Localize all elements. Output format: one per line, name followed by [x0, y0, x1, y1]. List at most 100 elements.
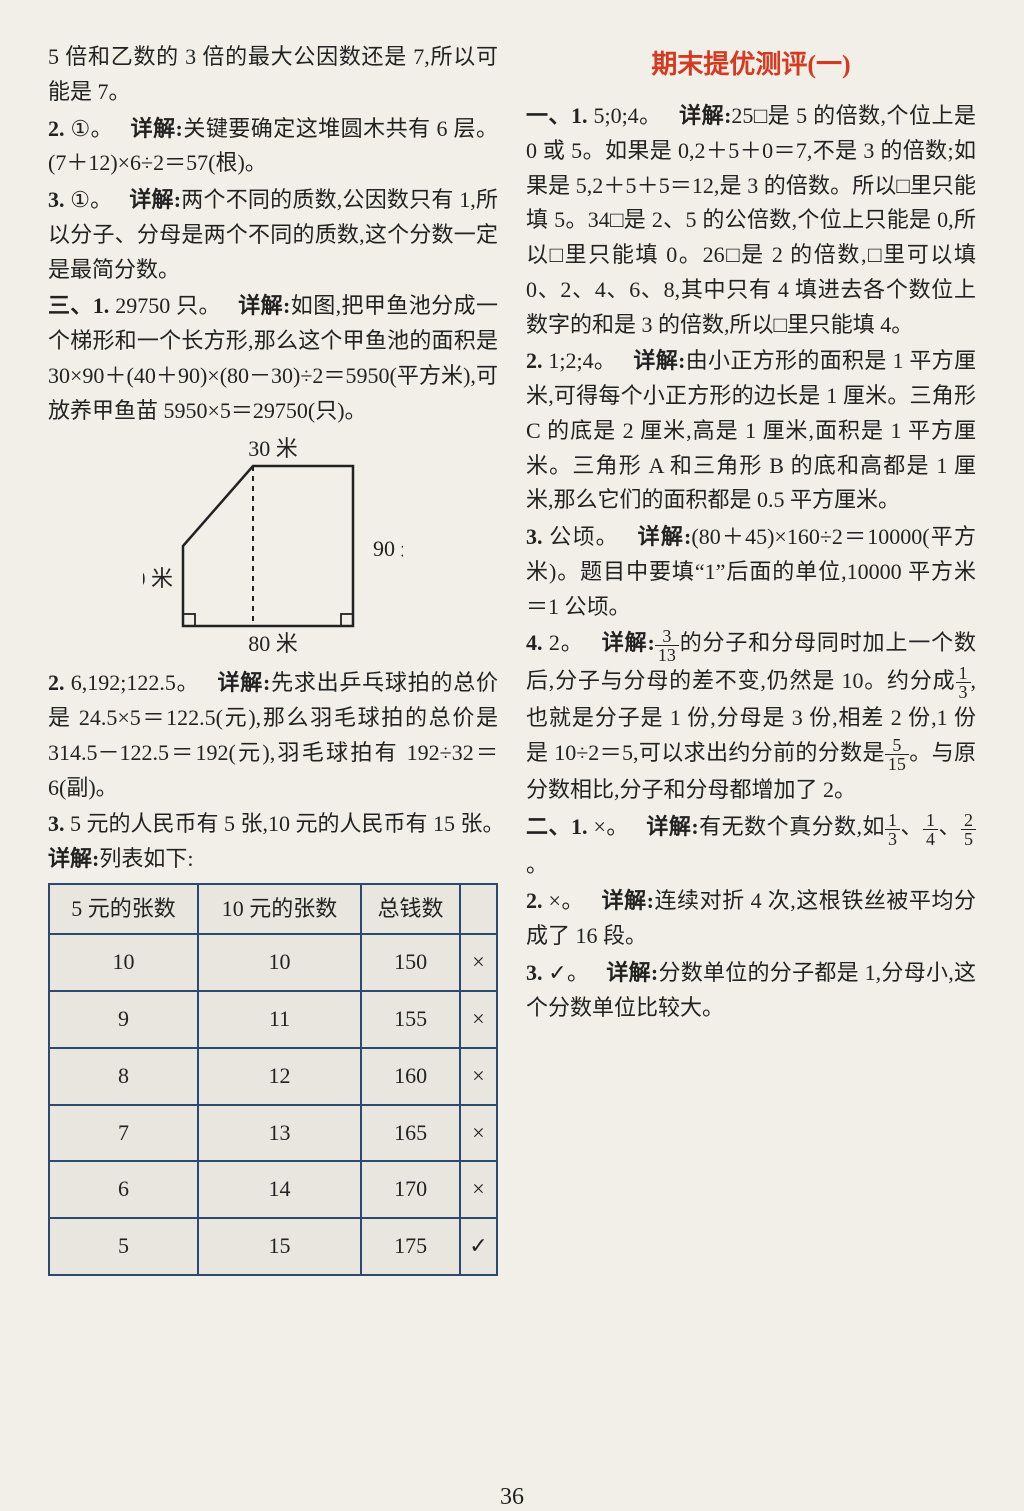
- item-number: 三、1.: [48, 293, 109, 318]
- right-column: 期末提优测评(一) 一、1. 5;0;4。 详解:25□是 5 的倍数,个位上是…: [526, 40, 976, 1460]
- answer-text: ×。: [593, 814, 617, 839]
- item-number: 4.: [526, 630, 543, 655]
- text-block: 二、1. ×。 详解:有无数个真分数,如13、14、25。: [526, 810, 976, 882]
- answer-text: 5 元的人民币有 5 张,10 元的人民币有 15 张。: [70, 811, 494, 836]
- shape-top-label: 30 米: [248, 436, 298, 461]
- text-block: 2. 6,192;122.5。 详解:先求出乒乓球拍的总价是 24.5×5＝12…: [48, 666, 498, 805]
- pentagon-outline: [183, 466, 353, 626]
- table-cell: 165: [361, 1105, 460, 1162]
- explain-text: 、: [900, 814, 923, 839]
- text-block: 3. 公顷。 详解:(80＋45)×160÷2＝10000(平方米)。题目中要填…: [526, 520, 976, 624]
- item-number: 2.: [48, 670, 65, 695]
- table-cell: 15: [198, 1218, 361, 1275]
- table-cell: 155: [361, 991, 460, 1048]
- fraction: 313: [655, 627, 679, 664]
- text-block: 4. 2。 详解:313的分子和分母同时加上一个数后,分子与分母的差不变,仍然是…: [526, 626, 976, 808]
- text-block: 2. ×。 详解:连续对折 4 次,这根铁丝被平均分成了 16 段。: [526, 884, 976, 954]
- fraction: 515: [885, 736, 909, 773]
- text-block: 一、1. 5;0;4。 详解:25□是 5 的倍数,个位上是 0 或 5。如果是…: [526, 99, 976, 342]
- table-cell: ×: [460, 991, 497, 1048]
- text-block: 2. ①。 详解:关键要确定这堆圆木共有 6 层。(7＋12)×6÷2＝57(根…: [48, 112, 498, 182]
- answer-text: 5;0;4。: [593, 103, 650, 128]
- table-header: [460, 884, 497, 935]
- table-cell: 150: [361, 934, 460, 991]
- text-block: 2. 1;2;4。 详解:由小正方形的面积是 1 平方厘米,可得每个小正方形的边…: [526, 344, 976, 518]
- right-angle-icon: [183, 614, 195, 626]
- table-cell: 11: [198, 991, 361, 1048]
- pentagon-svg: 30 米 90 米 40 米 80 米: [143, 436, 403, 656]
- page-container: 5 倍和乙数的 3 倍的最大公因数还是 7,所以可能是 7。 2. ①。 详解:…: [0, 0, 1024, 1480]
- label-explain: 详解:: [679, 103, 731, 128]
- fraction: 13: [885, 811, 900, 848]
- shape-left-label: 40 米: [143, 566, 173, 591]
- label-explain: 详解:: [129, 187, 181, 212]
- table-row: 515175✓: [49, 1218, 497, 1275]
- page-number: 36: [0, 1484, 1024, 1511]
- section-heading: 期末提优测评(一): [526, 44, 976, 85]
- answer-text: 公顷。: [549, 524, 608, 549]
- fraction: 13: [956, 664, 971, 701]
- answer-text: 1;2;4。: [548, 348, 605, 373]
- table-cell: 13: [198, 1105, 361, 1162]
- table-cell: 170: [361, 1161, 460, 1218]
- item-number: 3.: [48, 811, 65, 836]
- table-cell: ✓: [460, 1218, 497, 1275]
- explain-text: 分数单位的分子都是 1,分母小,这个分数单位比较大。: [526, 960, 976, 1020]
- table-header: 5 元的张数: [49, 884, 198, 935]
- shape-bottom-label: 80 米: [248, 631, 298, 656]
- table-cell: ×: [460, 934, 497, 991]
- table-cell: 10: [198, 934, 361, 991]
- label-explain: 详解:: [646, 814, 698, 839]
- table-cell: 14: [198, 1161, 361, 1218]
- explain-text: 连续对折 4 次,这根铁丝被平均分成了 16 段。: [526, 888, 976, 948]
- shape-right-label: 90 米: [373, 536, 403, 561]
- table-cell: 5: [49, 1218, 198, 1275]
- table-cell: ×: [460, 1048, 497, 1105]
- item-number: 3.: [526, 960, 543, 985]
- answer-text: ①。: [70, 116, 102, 141]
- answer-text: 2。: [549, 630, 573, 655]
- label-explain: 详解:: [633, 348, 685, 373]
- label-explain: 详解:: [602, 888, 654, 913]
- label-explain: 详解:: [217, 670, 270, 695]
- explain-text: 有无数个真分数,如: [699, 814, 885, 839]
- item-number: 二、1.: [526, 814, 587, 839]
- answer-text: ①。: [70, 187, 101, 212]
- label-explain: 详解:: [638, 524, 692, 549]
- item-number: 2.: [526, 348, 543, 373]
- pentagon-figure: 30 米 90 米 40 米 80 米: [48, 436, 498, 656]
- explain-text: 关键要确定这堆圆木共有 6 层。(7＋12)×6÷2＝57(根)。: [48, 116, 498, 176]
- answer-text: 29750 只。: [115, 293, 210, 318]
- answer-text: ✓。: [548, 960, 578, 985]
- explain-text: 的分子和分母同时加上一个数后,分子与分母的差不变,仍然是 10。约分成: [526, 630, 976, 692]
- item-number: 3.: [526, 524, 543, 549]
- explain-text: 。: [526, 852, 548, 877]
- text-block: 3. ①。 详解:两个不同的质数,公因数只有 1,所以分子、分母是两个不同的质数…: [48, 183, 498, 287]
- text-block: 3. ✓。 详解:分数单位的分子都是 1,分母小,这个分数单位比较大。: [526, 956, 976, 1026]
- explain-text: 25□是 5 的倍数,个位上是 0 或 5。如果是 0,2＋5＋0＝7,不是 3…: [526, 103, 976, 337]
- table-header: 10 元的张数: [198, 884, 361, 935]
- answer-text: 6,192;122.5。: [71, 670, 189, 695]
- explain-text: 、: [938, 814, 961, 839]
- item-number: 2.: [526, 888, 543, 913]
- table-cell: 6: [49, 1161, 198, 1218]
- explain-text: 列表如下:: [99, 846, 193, 871]
- text-block: 3. 5 元的人民币有 5 张,10 元的人民币有 15 张。 详解:列表如下:: [48, 807, 498, 877]
- currency-table: 5 元的张数 10 元的张数 总钱数 1010150×911155×812160…: [48, 883, 498, 1276]
- text-block: 三、1. 29750 只。 详解:如图,把甲鱼池分成一个梯形和一个长方形,那么这…: [48, 289, 498, 428]
- table-cell: 175: [361, 1218, 460, 1275]
- label-explain: 详解:: [238, 293, 290, 318]
- text-block: 5 倍和乙数的 3 倍的最大公因数还是 7,所以可能是 7。: [48, 40, 498, 110]
- table-header: 总钱数: [361, 884, 460, 935]
- table-cell: 160: [361, 1048, 460, 1105]
- table-cell: 8: [49, 1048, 198, 1105]
- item-number: 2.: [48, 116, 65, 141]
- fraction: 14: [923, 811, 938, 848]
- label-explain: 详解:: [48, 846, 99, 871]
- right-angle-icon: [341, 614, 353, 626]
- label-explain: 详解:: [606, 960, 658, 985]
- table-header-row: 5 元的张数 10 元的张数 总钱数: [49, 884, 497, 935]
- left-column: 5 倍和乙数的 3 倍的最大公因数还是 7,所以可能是 7。 2. ①。 详解:…: [48, 40, 498, 1460]
- table-cell: ×: [460, 1161, 497, 1218]
- label-explain: 详解:: [602, 630, 655, 655]
